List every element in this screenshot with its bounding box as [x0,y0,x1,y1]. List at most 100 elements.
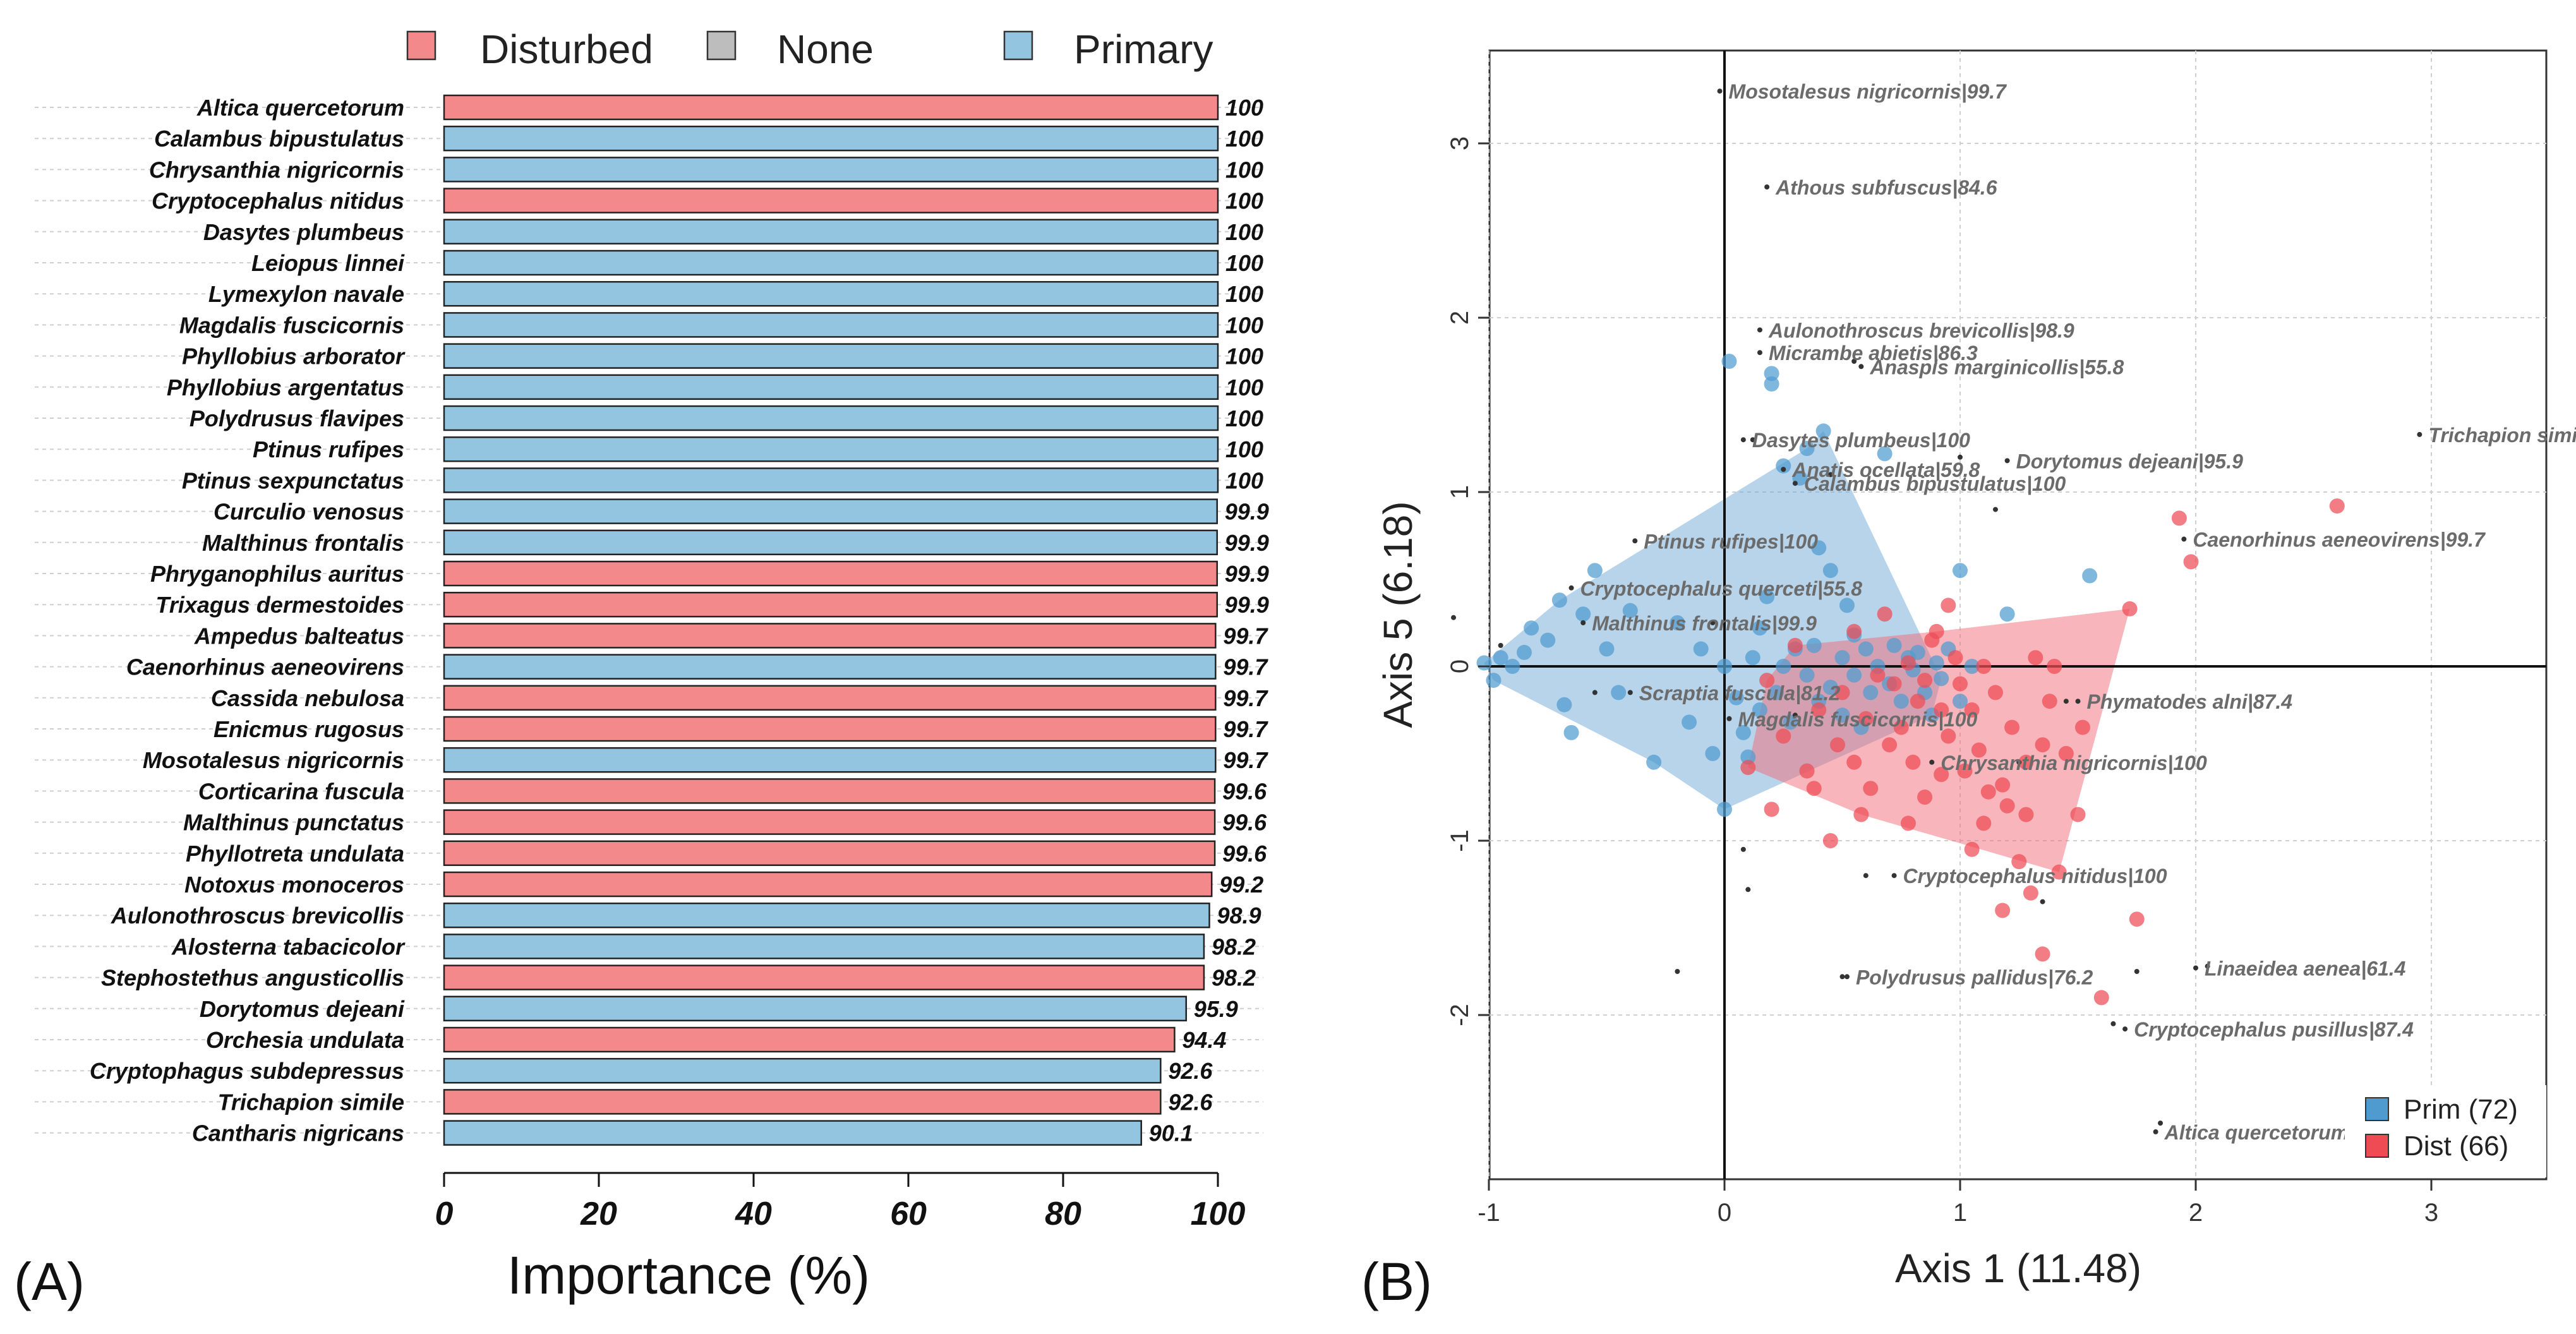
point-prim [1721,354,1737,369]
group-hulls [1484,431,2130,872]
legend-swatch-disturbed [406,30,436,61]
point-dist [1917,790,1933,805]
point-prim [1556,697,1572,712]
bar-aulonothroscus-brevicollis [443,902,1210,928]
y-tick-label: 3 [1446,136,1474,150]
y-axis-title: Axis 5 (6.18) [1375,501,1421,728]
x-tick-label: 2 [2189,1199,2203,1227]
bar-stephostethus-angusticollis [443,964,1205,990]
point-dist [1941,598,1956,613]
point-dist [1740,760,1756,776]
point-dist [1886,676,1902,692]
x-axis: 0 20 40 60 80 100 [435,1172,1245,1232]
point-dist [2011,854,2027,870]
value-label: 99.9 [1225,592,1269,618]
point-prim [1822,563,1838,579]
point-dist [2004,719,2020,735]
bar-polydrusus-flavipes [443,405,1219,431]
species-point [1740,437,1746,443]
point-prim [1516,644,1532,660]
category-label: Mosotalesus nigricornis [143,747,404,773]
point-prim [1999,606,2015,622]
species-point [1764,184,1770,189]
legend-swatch-primary [1003,30,1033,61]
point-prim [1505,659,1520,674]
category-label: Corticarina fuscula [198,778,404,804]
species-label: Cryptocephalus querceti|55.8 [1580,577,1863,600]
category-label: Phyllotreta undulata [186,841,404,867]
point-dist [1799,763,1815,779]
species-dot [2063,699,2069,704]
species-label: Ptinus rufipes|100 [1644,530,1818,553]
value-label: 100 [1225,126,1263,152]
point-prim [1587,563,1603,579]
point-prim [1611,685,1627,700]
bar-trichapion-simile [443,1089,1162,1115]
species-point [2193,965,2198,971]
category-label: Phyllobius arborator [182,344,406,370]
y-tick-label: 0 [1446,659,1474,673]
bar-alosterna-tabacicolor [443,934,1205,959]
species-label: Polydrusus pallidus|76.2 [1856,966,2093,988]
point-prim [1877,446,1893,462]
species-point [1568,585,1574,591]
species-label: Calambus bipustulatus|100 [1804,472,2066,495]
value-label: 100 [1225,250,1263,276]
bar-calambus-bipustulatus [443,125,1219,152]
point-prim [1575,606,1591,622]
category-label: Ptinus rufipes [253,436,404,462]
species-label: Malthinus frontalis|99.9 [1592,612,1817,635]
species-dot [1863,873,1869,879]
point-dist [1929,623,1944,639]
bar-lymexylon-navale [443,280,1219,307]
bar-notoxus-monoceros [443,871,1213,898]
category-label: Aulonothroscus brevicollis [111,903,404,928]
point-prim [1886,637,1902,653]
point-prim [1524,620,1539,636]
value-label: 100 [1225,344,1263,370]
point-dist [2018,807,2034,822]
category-labels: Altica quercetorum Calambus bipustulatus C… [90,95,406,1146]
y-tick-label: -1 [1446,829,1474,852]
point-prim [1834,707,1850,723]
y-tick-label: 2 [1446,311,1474,325]
point-dist [1971,742,1987,758]
legend: Disturbed None Primary [406,27,1213,72]
bar-mosotalesus-nigricornis [443,747,1217,773]
species-dot [2134,969,2140,974]
species-point [1858,364,1864,370]
x-tick-label: -1 [1478,1199,1500,1227]
point-dist [1953,676,1968,692]
point-prim [1769,685,1785,700]
x-tick-label: 60 [890,1196,927,1232]
category-label: Orchesia undulata [206,1027,404,1053]
legend-label-prim: Prim (72) [2404,1094,2518,1125]
point-prim [1929,655,1944,671]
species-dot [1740,846,1746,852]
reference-lines [1490,51,2546,1179]
x-tick-label: 0 [435,1196,454,1232]
point-prim [1717,659,1732,674]
point-dist [1863,781,1879,796]
category-label: Caenorhinus aeneovirens [126,654,404,680]
x-axis-title: Importance (%) [507,1246,870,1305]
category-label: Cryptophagus subdepressus [90,1058,404,1084]
point-dist [1858,711,1874,726]
bar-phryganophilus-auritus [443,560,1219,587]
value-label: 100 [1225,95,1263,121]
legend-swatch-prim [2365,1097,2389,1121]
species-point [1757,350,1762,356]
point-dist [2329,498,2345,514]
category-label: Phyllobius argentatus [167,375,404,400]
point-dist [1764,802,1779,817]
category-label: Stephostethus angusticollis [101,965,404,991]
species-dot [1851,359,1857,364]
point-dist [1759,673,1775,688]
point-dist [2171,510,2187,526]
bar-trixagus-dermestoides [443,591,1219,618]
point-prim [1752,702,1767,718]
value-label: 98.2 [1212,934,1256,959]
species-point [1929,759,1935,765]
x-tick-label: 40 [735,1196,772,1232]
point-dist [1830,737,1846,753]
